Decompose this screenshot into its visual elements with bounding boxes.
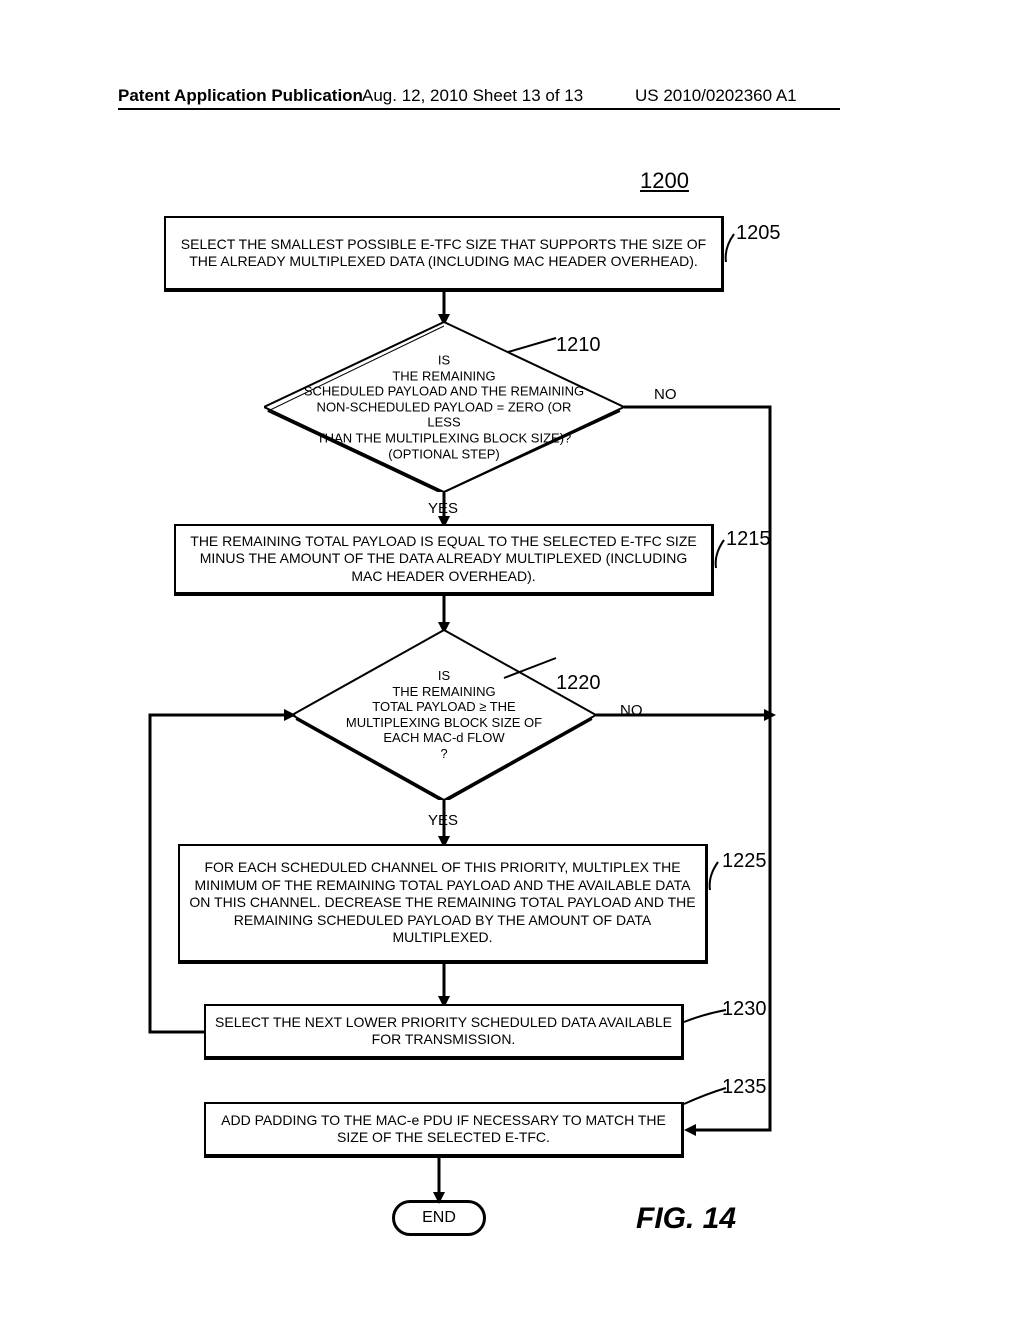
leader-1205 [724,234,744,264]
header-rule [118,108,840,110]
box-1235-text: ADD PADDING TO THE MAC-e PDU IF NECESSAR… [214,1112,673,1147]
branch-1210-no: NO [654,386,677,403]
d1220-line: TOTAL PAYLOAD ≥ THE [372,699,515,714]
arrow-1225-to-1230 [438,964,450,1008]
path-1210-no [624,405,784,1145]
d1210-line: THE REMAINING [392,368,495,383]
path-1220-no [596,713,776,723]
arrow-1205-to-1210 [438,292,450,326]
header-left: Patent Application Publication [118,86,363,106]
d1220-line: THE REMAINING [392,684,495,699]
d1220-line: EACH MAC-d FLOW [383,731,504,746]
terminator-end-text: END [422,1209,456,1227]
header-right: US 2010/0202360 A1 [635,86,797,106]
figure-caption: FIG. 14 [636,1202,736,1236]
arrow-1215-to-1220 [438,596,450,634]
process-box-1235: ADD PADDING TO THE MAC-e PDU IF NECESSAR… [204,1102,684,1158]
path-1230-loop [142,713,302,1037]
decision-1220-text: IS THE REMAINING TOTAL PAYLOAD ≥ THE MUL… [338,668,551,762]
d1220-line: MULTIPLEXING BLOCK SIZE OF [346,715,542,730]
box-1205-text: SELECT THE SMALLEST POSSIBLE E-TFC SIZE … [174,236,713,271]
leader-1210 [508,336,558,354]
d1210-line: SCHEDULED PAYLOAD AND THE REMAINING [304,384,584,399]
ref-1210: 1210 [556,334,601,357]
figure-number: 1200 [640,168,689,194]
terminator-end: END [392,1200,486,1236]
arrow-1220-yes [438,800,450,848]
d1210-line: NON-SCHEDULED PAYLOAD = ZERO (OR LESS [317,399,572,430]
page: Patent Application Publication Aug. 12, … [0,0,1024,1320]
d1220-line: IS [438,668,450,683]
d1210-line: IS [438,352,450,367]
d1210-line: (OPTIONAL STEP) [388,446,499,461]
header-mid: Aug. 12, 2010 Sheet 13 of 13 [362,86,583,106]
d1220-line: ? [440,746,447,761]
ref-1220: 1220 [556,672,601,695]
arrow-1235-to-end [433,1158,445,1204]
process-box-1205: SELECT THE SMALLEST POSSIBLE E-TFC SIZE … [164,216,724,292]
arrow-1210-yes [438,492,450,528]
d1210-line: THAN THE MULTIPLEXING BLOCK SIZE)? [317,430,572,445]
leader-1220 [504,656,558,680]
decision-1210-text: IS THE REMAINING SCHEDULED PAYLOAD AND T… [304,352,585,461]
